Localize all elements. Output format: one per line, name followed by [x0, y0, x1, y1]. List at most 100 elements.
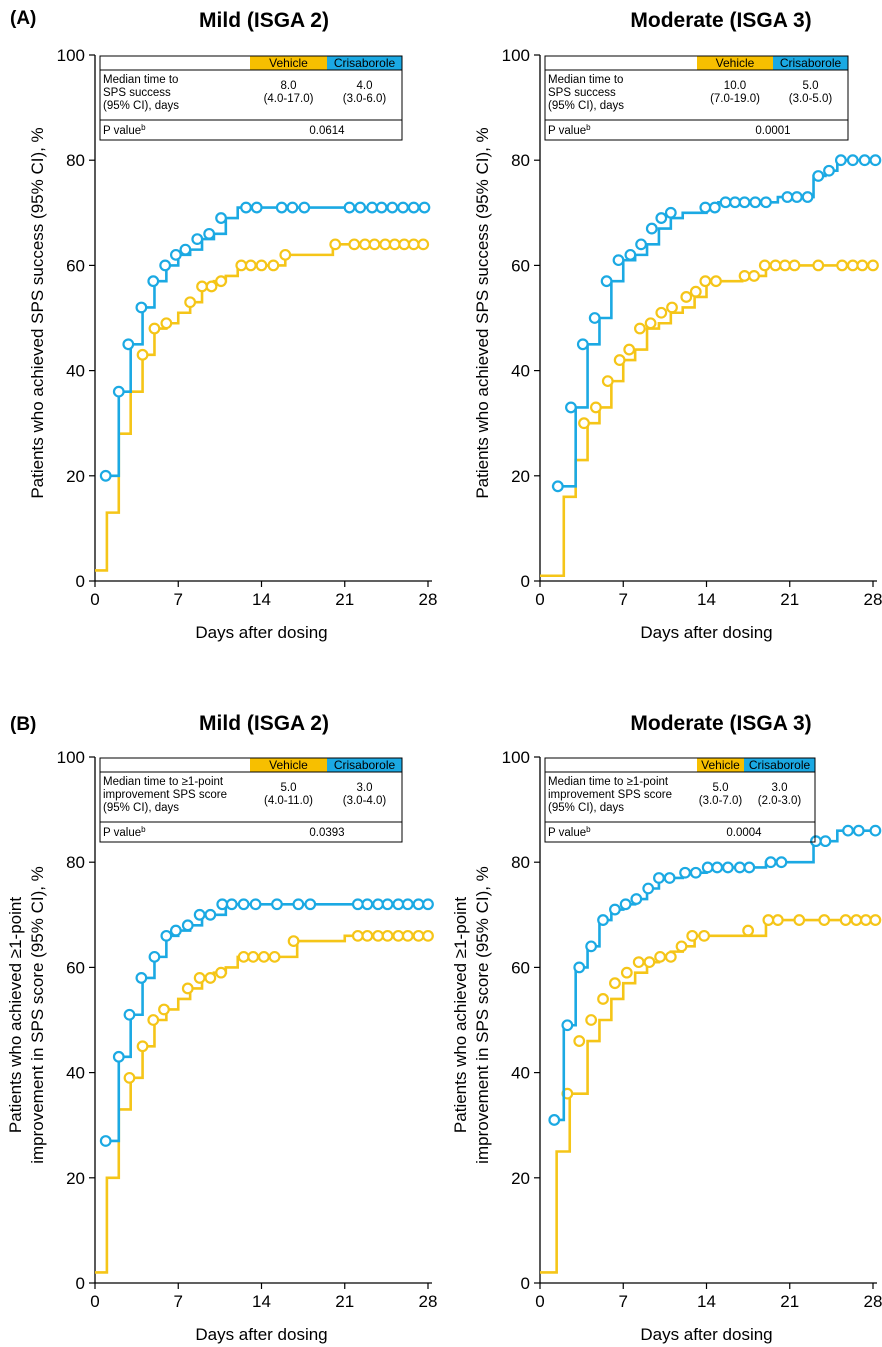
table-header-vehicle-bg	[250, 56, 327, 70]
censor-mark-vehicle	[407, 238, 420, 251]
censor-mark-crisaborole	[179, 243, 192, 256]
table-p-value: 0.0004	[726, 827, 762, 839]
y-tick-label: 100	[502, 46, 530, 65]
series-line-vehicle	[95, 934, 428, 1274]
y-tick-label: 100	[57, 46, 85, 65]
table-header-vehicle: Vehicle	[716, 56, 755, 70]
y-tick-label: 80	[511, 853, 530, 872]
censor-mark-crisaborole	[842, 824, 854, 837]
censor-mark-crisaborole	[624, 248, 637, 261]
y-tick-label: 80	[66, 853, 85, 872]
censor-mark-vehicle	[710, 275, 722, 288]
censor-mark-vehicle	[769, 259, 782, 272]
censor-mark-vehicle	[812, 259, 825, 272]
series-line-vehicle	[540, 918, 873, 1274]
y-tick-label: 40	[511, 362, 530, 381]
censor-mark-crisaborole	[869, 824, 882, 837]
censor-mark-vehicle	[181, 982, 194, 995]
censor-mark-vehicle	[255, 259, 268, 272]
table-header-crisaborole-bg	[327, 758, 402, 772]
censor-mark-vehicle	[699, 275, 712, 288]
censor-mark-vehicle	[839, 914, 852, 926]
table-crisaborole-value: 5.0	[803, 80, 819, 92]
series-line-vehicle	[540, 264, 873, 578]
censor-mark-crisaborole	[160, 929, 173, 942]
censor-mark-vehicle	[368, 238, 381, 251]
censor-mark-crisaborole	[99, 469, 112, 482]
table-p-value: 0.0393	[309, 827, 344, 839]
censor-mark-vehicle	[422, 929, 434, 942]
x-tick-label: 0	[90, 590, 99, 609]
table-vehicle-value: (4.0-11.0)	[264, 795, 313, 807]
censor-mark-crisaborole	[147, 275, 160, 288]
censor-mark-vehicle	[585, 1014, 598, 1026]
chart-1: Mild (ISGA 2) 0 20 40 60 80 100 0 7 14 21 28 Days af…	[28, 9, 437, 642]
x-tick-label: 0	[90, 1292, 99, 1311]
x-tick-label: 14	[697, 590, 716, 609]
censor-mark-crisaborole	[298, 201, 311, 214]
censor-mark-vehicle	[632, 956, 645, 969]
censor-mark-vehicle	[634, 322, 646, 335]
x-tick-label: 7	[174, 590, 183, 609]
x-tick-label: 7	[619, 1292, 628, 1311]
table-vehicle-value: 5.0	[281, 782, 297, 794]
censor-mark-vehicle	[788, 259, 801, 272]
y-tick-label: 0	[521, 1274, 530, 1293]
censor-mark-crisaborole	[407, 201, 420, 214]
censor-mark-crisaborole	[123, 1008, 136, 1021]
censor-mark-vehicle	[237, 950, 250, 963]
censor-mark-vehicle	[859, 914, 872, 926]
censor-mark-vehicle	[279, 248, 292, 261]
censor-mark-vehicle	[623, 343, 636, 356]
chart-title: Mild (ISGA 2)	[199, 712, 329, 735]
censor-mark-vehicle	[738, 270, 751, 282]
censor-mark-crisaborole	[749, 196, 762, 209]
censor-mark-crisaborole	[191, 233, 204, 246]
censor-mark-vehicle	[748, 270, 760, 282]
censor-mark-vehicle	[136, 1040, 149, 1053]
censor-mark-vehicle	[578, 417, 590, 430]
table-row-label: SPS success	[548, 87, 616, 99]
censor-mark-crisaborole	[286, 201, 299, 214]
censor-mark-vehicle	[205, 280, 218, 293]
table-vehicle-value: 5.0	[713, 782, 729, 794]
y-axis-label: improvement in SPS score (95% CI), %	[473, 866, 492, 1164]
censor-mark-crisaborole	[630, 893, 643, 905]
series-line-vehicle	[95, 243, 428, 572]
table-p-label: P valueb	[103, 825, 146, 839]
censor-mark-vehicle	[361, 929, 374, 942]
censor-mark-vehicle	[417, 238, 430, 251]
chart-title: Mild (ISGA 2)	[199, 9, 329, 32]
censor-mark-crisaborole	[600, 275, 613, 288]
censor-mark-vehicle	[412, 929, 425, 942]
table-p-label: P valueb	[548, 825, 591, 839]
censor-mark-crisaborole	[292, 898, 305, 911]
table-header-vehicle: Vehicle	[269, 758, 308, 772]
table-crisaborole-value: 3.0	[772, 782, 788, 794]
censor-mark-vehicle	[148, 322, 161, 335]
censor-mark-crisaborole	[148, 950, 161, 963]
y-tick-label: 100	[502, 748, 530, 767]
x-tick-label: 28	[864, 1292, 882, 1311]
x-tick-label: 28	[864, 590, 882, 609]
x-axis-label: Days after dosing	[640, 1325, 772, 1344]
y-axis-label: Patients who achieved SPS success (95% C…	[473, 127, 492, 498]
censor-mark-crisaborole	[612, 254, 625, 267]
censor-mark-crisaborole	[719, 196, 732, 209]
censor-mark-crisaborole	[351, 898, 364, 911]
table-vehicle-value: (3.0-7.0)	[699, 795, 743, 807]
censor-mark-vehicle	[664, 950, 677, 963]
censor-mark-crisaborole	[790, 191, 803, 203]
table-border	[99, 55, 403, 141]
y-tick-label: 20	[511, 467, 530, 486]
series-line-crisaborole	[100, 206, 428, 478]
censor-mark-crisaborole	[225, 898, 238, 911]
censor-mark-crisaborole	[361, 898, 374, 911]
censor-mark-vehicle	[381, 929, 394, 942]
censor-mark-vehicle	[589, 401, 602, 414]
censor-mark-vehicle	[160, 317, 173, 330]
table-row-label: improvement SPS score	[103, 789, 227, 801]
